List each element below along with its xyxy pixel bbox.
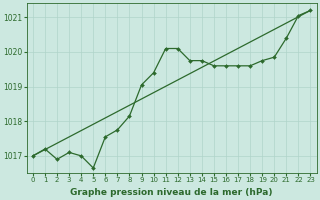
X-axis label: Graphe pression niveau de la mer (hPa): Graphe pression niveau de la mer (hPa) [70,188,273,197]
